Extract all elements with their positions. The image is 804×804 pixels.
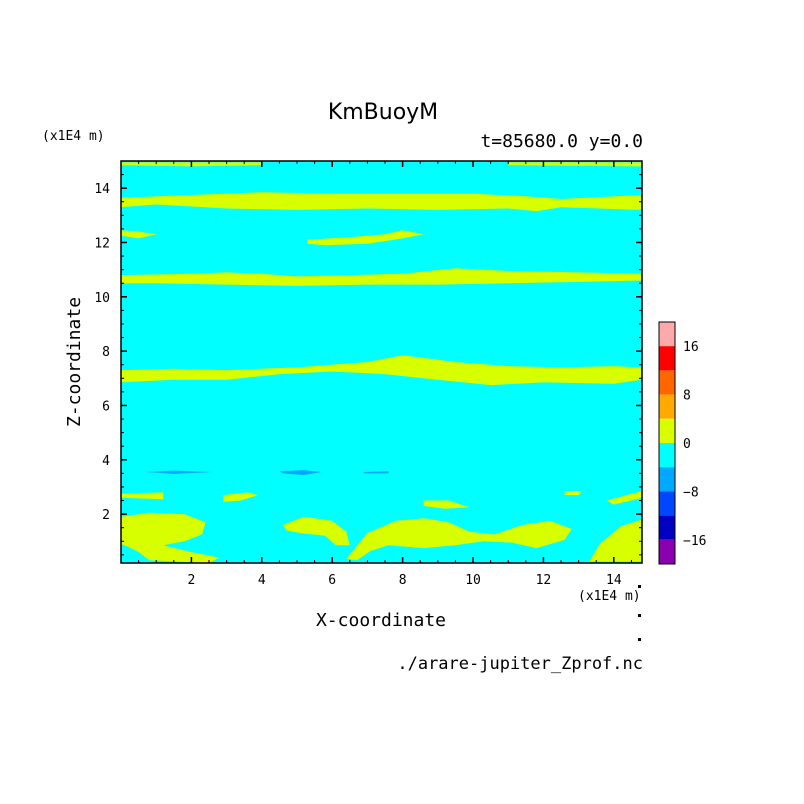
contour-band-18: [363, 471, 389, 474]
colorbar-frame: [658, 321, 676, 565]
chart-subtitle: t=85680.0 y=0.0: [480, 131, 643, 152]
contour-band-9: [346, 518, 572, 561]
x-axis-unit: (x1E4 m): [578, 589, 641, 604]
contour-band-11: [564, 491, 583, 496]
contour-band-3: [121, 268, 642, 286]
scroll-marks: [638, 585, 641, 641]
colorbar-segment: [659, 443, 675, 468]
colorbar-segment: [659, 539, 675, 564]
colorbar-tick-label: 8: [683, 389, 691, 404]
contour-band-17: [279, 470, 322, 475]
contour-band-7: [121, 512, 220, 563]
y-tick-label: 6: [102, 399, 110, 414]
colorbar-segment: [659, 370, 675, 395]
x-tick-label: 14: [606, 573, 622, 588]
y-tick-label: 8: [102, 345, 110, 360]
colorbar-segment: [659, 467, 675, 492]
plot-frame: [120, 160, 643, 564]
colorbar-segment: [659, 418, 675, 443]
colorbar-tick-label: 16: [683, 340, 699, 355]
colorbar-segment: [659, 491, 675, 516]
x-tick-label: 4: [258, 573, 266, 588]
contour-band-1: [121, 230, 157, 239]
y-tick-label: 2: [102, 508, 110, 523]
y-tick-label: 14: [94, 182, 110, 197]
x-tick-label: 10: [465, 573, 481, 588]
colorbar-segment: [659, 322, 675, 347]
x-tick-label: 12: [536, 573, 552, 588]
contour-band-5: [121, 492, 164, 500]
colorbar-segment: [659, 346, 675, 371]
y-axis-label: Z-coordinate: [64, 297, 85, 427]
y-tick-label: 4: [102, 454, 110, 469]
colorbar-tick-label: 0: [683, 437, 691, 452]
y-tick-label: 12: [94, 236, 110, 251]
contour-band-12: [606, 491, 642, 505]
contour-band-13: [589, 519, 642, 562]
contour-band-10: [423, 500, 470, 509]
y-tick-label: 10: [94, 291, 110, 306]
x-tick-label: 6: [328, 573, 336, 588]
contour-band-0: [121, 192, 642, 212]
contour-band-2: [307, 230, 424, 246]
source-filename: ./arare-jupiter_Zprof.nc: [397, 654, 643, 674]
y-axis-unit: (x1E4 m): [42, 129, 105, 144]
x-tick-label: 2: [187, 573, 195, 588]
chart-title: KmBuoyM: [327, 100, 439, 125]
colorbar-tick-label: −16: [683, 534, 706, 549]
x-axis-label: X-coordinate: [315, 610, 447, 631]
contour-band-4: [121, 355, 642, 386]
colorbar-segment: [659, 515, 675, 540]
contour-band-16: [145, 470, 213, 474]
colorbar-segment: [659, 394, 675, 419]
contour-band-6: [223, 492, 259, 502]
contour-band-8: [282, 516, 350, 546]
contour-band-15: [508, 162, 642, 167]
colorbar-tick-label: −8: [683, 485, 699, 500]
x-tick-label: 8: [399, 573, 407, 588]
